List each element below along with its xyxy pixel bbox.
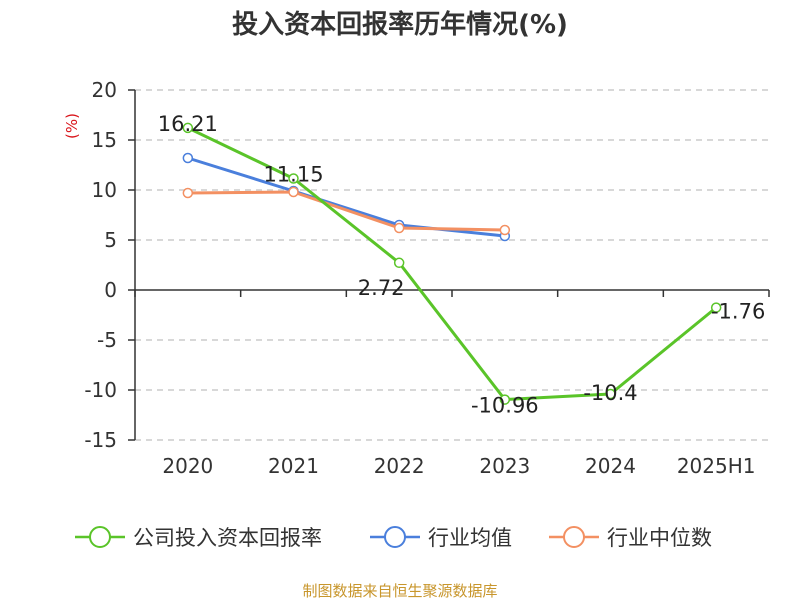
x-tick-label: 2022	[374, 454, 425, 478]
data-point	[499, 394, 511, 405]
y-tick-label: 10	[92, 178, 117, 202]
y-axis-label: (%)	[63, 113, 81, 139]
x-tick-label: 2024	[585, 454, 636, 478]
series-line	[187, 190, 505, 232]
legend-marker-icon	[89, 526, 111, 548]
data-point	[499, 224, 511, 236]
data-label: 2.72	[358, 276, 405, 300]
data-label: -1.76	[711, 300, 765, 324]
series-lines	[182, 122, 722, 405]
data-point	[393, 222, 405, 234]
y-tick-label: -10	[84, 378, 117, 402]
legend-marker-icon	[384, 526, 406, 548]
data-point	[605, 388, 616, 400]
data-labels: 16.21 11.15 2.72 -10.96 -10.4 -1.76	[158, 112, 766, 418]
y-tick-label: -15	[84, 428, 117, 452]
legend[interactable]: 公司投入资本回报率 行业均值 行业中位数	[75, 526, 712, 550]
data-point	[288, 173, 299, 184]
data-point	[710, 302, 722, 313]
data-point	[182, 152, 194, 164]
data-label: -10.96	[471, 394, 539, 418]
y-tick-label: -5	[97, 328, 117, 352]
source-note: 制图数据来自恒生聚源数据库	[302, 582, 497, 600]
data-label: 16.21	[158, 112, 218, 136]
grid-lines	[135, 89, 769, 441]
series-line	[187, 156, 505, 238]
chart-title: 投入资本回报率历年情况(%)	[232, 9, 568, 40]
x-tick-label: 2021	[268, 454, 319, 478]
x-tick-label: 2023	[479, 454, 530, 478]
y-tick-label: 15	[92, 128, 117, 152]
legend-marker-icon	[563, 526, 585, 548]
y-tick-label: 5	[104, 228, 117, 252]
data-point	[182, 187, 194, 199]
y-tick-label: 20	[92, 78, 117, 102]
axes: 20 15 10 5 0 -5 -10 -15 2020 2021 2022 2023 2024 2025…	[84, 78, 770, 478]
data-point	[393, 257, 405, 269]
legend-label: 行业均值	[428, 526, 512, 550]
x-tick-label: 2025H1	[677, 454, 756, 478]
legend-item[interactable]: 公司投入资本回报率	[75, 526, 322, 550]
data-label: 11.15	[263, 163, 323, 187]
data-point	[182, 122, 194, 134]
data-label: -10.4	[583, 381, 637, 405]
legend-item[interactable]: 行业均值	[370, 526, 512, 550]
legend-label: 公司投入资本回报率	[133, 526, 322, 550]
y-tick-label: 0	[104, 278, 117, 302]
legend-item[interactable]: 行业中位数	[549, 526, 712, 550]
legend-label: 行业中位数	[607, 526, 712, 550]
series-line	[187, 126, 718, 402]
x-tick-label: 2020	[162, 454, 213, 478]
data-point	[288, 186, 299, 198]
